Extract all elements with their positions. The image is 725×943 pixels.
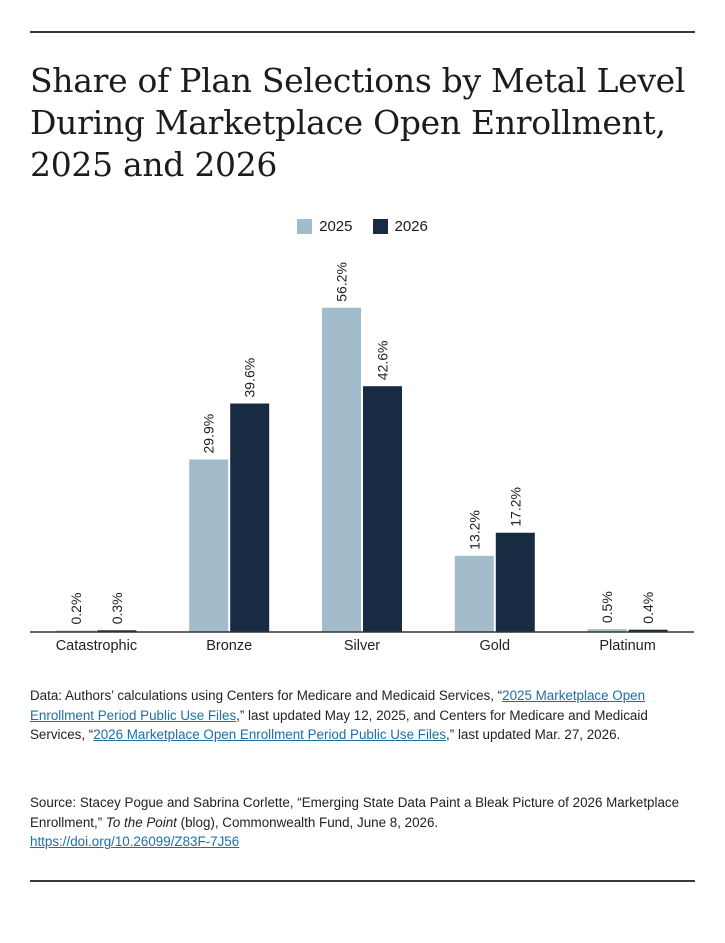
data-note: Data: Authors’ calculations using Center…: [30, 686, 680, 745]
data-link-2025[interactable]: 2025 Marketplace Open Enrollment Period …: [30, 688, 646, 723]
bar-catastrophic-2026: [97, 630, 137, 632]
data-label-platinum-2025: 0.5%: [599, 591, 615, 623]
data-label-bronze-2025: 29.9%: [201, 414, 217, 454]
bar-bronze-2025: [189, 459, 229, 632]
data-label-catastrophic-2026: 0.3%: [109, 592, 125, 624]
source-blog-name: To the Point: [105, 814, 177, 830]
bar-gold-2025: [454, 555, 494, 632]
data-label-bronze-2026: 39.6%: [242, 358, 258, 398]
data-label-silver-2026: 42.6%: [375, 340, 391, 380]
source-note-prefix: Source: Stacey Pogue and Sabrina Corlett…: [30, 795, 680, 830]
x-tick-label-platinum: Platinum: [599, 638, 655, 654]
data-note-prefix: Data: Authors’ calculations using Center…: [30, 688, 503, 703]
data-label-gold-2026: 17.2%: [507, 487, 523, 527]
data-label-gold-2025: 13.2%: [466, 510, 482, 550]
data-label-silver-2025: 56.2%: [334, 262, 350, 302]
chart-title: Share of Plan Selections by Metal Level …: [30, 60, 690, 186]
title-line-1: Share of Plan Selections by Metal Level: [30, 61, 686, 100]
bar-platinum-2026: [628, 629, 668, 632]
data-note-suffix: ,” last updated Mar. 27, 2026.: [446, 727, 621, 742]
bottom-rule: [30, 880, 695, 882]
legend-label-2025: 2025: [319, 218, 353, 235]
legend-swatch-2026: [372, 219, 388, 234]
data-label-platinum-2026: 0.4%: [640, 592, 656, 624]
bar-bronze-2026: [230, 403, 270, 632]
bar-gold-2026: [495, 532, 535, 632]
source-doi-link[interactable]: https://doi.org/10.26099/Z83F-7J56: [30, 834, 240, 849]
legend: 2025 2026: [0, 218, 725, 235]
data-note-mid: ,” last updated May 12, 2025, and Center…: [30, 707, 648, 743]
legend-item-2026: 2026: [372, 218, 428, 235]
legend-label-2026: 2026: [394, 218, 428, 235]
legend-swatch-2025: [297, 219, 313, 234]
data-link-2026[interactable]: 2026 Marketplace Open Enrollment Period …: [93, 727, 447, 742]
legend-item-2025: 2025: [297, 218, 353, 235]
bar-platinum-2025: [587, 629, 627, 632]
bar-chart: 0.2% 0.3% Catastrophic 29.9% 39.6% Bronze 56.2…: [30, 262, 694, 654]
x-tick-label-silver: Silver: [344, 638, 380, 654]
x-tick-label-gold: Gold: [479, 638, 510, 654]
bar-silver-2025: [322, 307, 361, 632]
title-line-3: 2025 and 2026: [30, 145, 278, 184]
data-label-catastrophic-2025: 0.2%: [68, 593, 84, 625]
x-tick-label-bronze: Bronze: [206, 638, 252, 654]
source-note-suffix: (blog), Commonwealth Fund, June 8, 2026.: [176, 814, 439, 830]
title-line-2: During Marketplace Open Enrollment,: [30, 103, 666, 142]
bar-silver-2026: [363, 386, 402, 632]
top-rule: [30, 31, 695, 33]
source-note: Source: Stacey Pogue and Sabrina Corlett…: [30, 793, 680, 852]
x-tick-label-catastrophic: Catastrophic: [56, 638, 137, 654]
